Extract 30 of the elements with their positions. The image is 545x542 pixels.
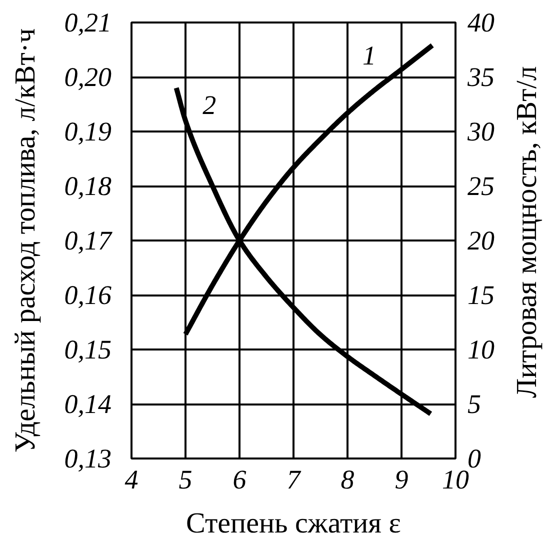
y-tick-label: 0,13 bbox=[64, 444, 112, 474]
y-tick-label: 0,15 bbox=[64, 334, 112, 364]
y2-axis-title: Литровая мощность, кВт/л bbox=[511, 66, 543, 398]
series-label: 1 bbox=[362, 40, 376, 70]
y-tick-label: 0,14 bbox=[64, 389, 112, 419]
y-tick-label: 0,16 bbox=[64, 280, 112, 310]
x-tick-label: 5 bbox=[178, 464, 192, 494]
y2-tick-label: 20 bbox=[468, 226, 495, 256]
series-label: 2 bbox=[202, 90, 216, 120]
x-tick-label: 6 bbox=[232, 464, 247, 494]
x-tick-label: 9 bbox=[394, 464, 409, 494]
x-axis-title: Степень сжатия ε bbox=[186, 508, 401, 540]
y2-tick-label: 5 bbox=[468, 389, 481, 419]
y2-tick-label: 40 bbox=[468, 8, 495, 38]
y-tick-label: 0,21 bbox=[64, 8, 112, 38]
x-tick-label: 8 bbox=[340, 464, 355, 494]
x-tick-label: 7 bbox=[286, 464, 302, 494]
y-tick-label: 0,19 bbox=[64, 116, 112, 146]
y2-tick-label: 0 bbox=[468, 444, 482, 474]
x-tick-label: 10 bbox=[442, 464, 470, 494]
y2-tick-label: 15 bbox=[468, 280, 494, 310]
y2-tick-label: 25 bbox=[468, 171, 494, 201]
y-tick-label: 0,20 bbox=[64, 62, 112, 92]
y2-tick-label: 10 bbox=[468, 334, 495, 364]
y2-tick-label: 30 bbox=[466, 116, 495, 146]
y-axis-title: Удельный расход топлива, л/кВт·ч bbox=[9, 28, 42, 453]
x-tick-label: 4 bbox=[124, 464, 138, 494]
y-tick-label: 0,18 bbox=[64, 171, 112, 201]
y2-tick-label: 35 bbox=[466, 62, 494, 92]
y-tick-label: 0,17 bbox=[64, 226, 113, 256]
